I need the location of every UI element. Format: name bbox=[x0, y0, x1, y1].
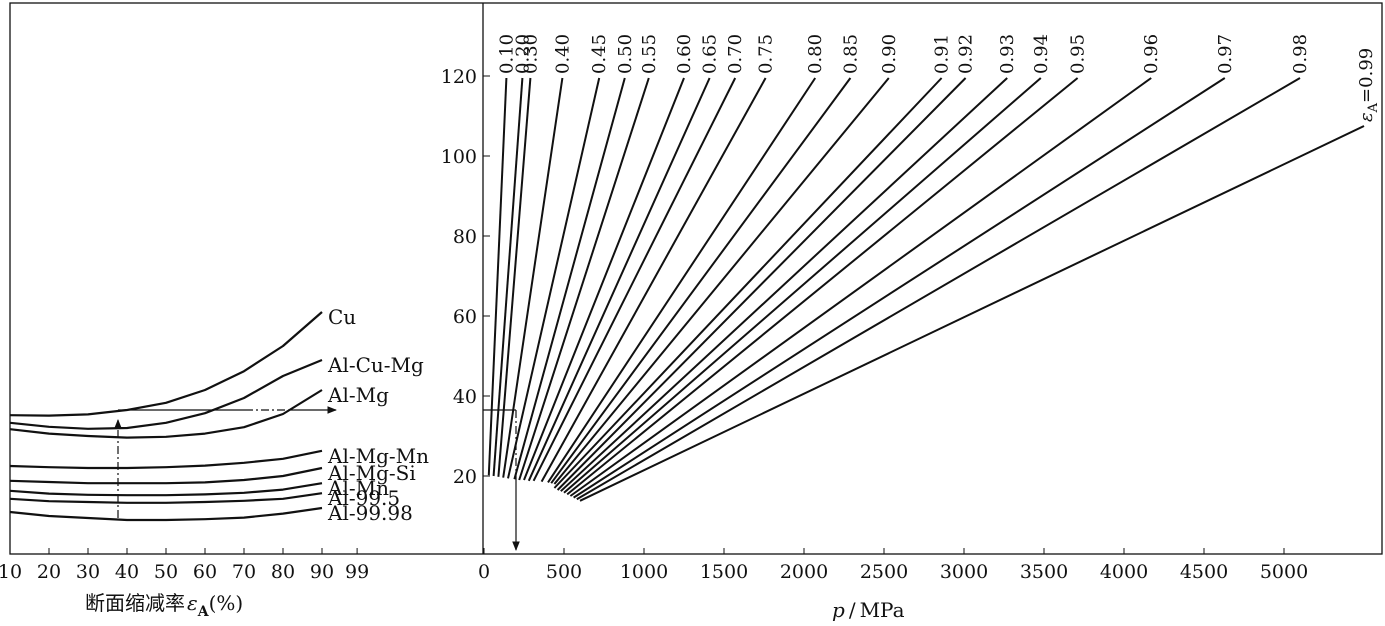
curve-al-mg-mn bbox=[9, 449, 323, 470]
ratio-label-0-94: 0.94 bbox=[1031, 34, 1052, 74]
ratio-line-0-10 bbox=[487, 77, 508, 476]
ratio-label-0-91: 0.91 bbox=[932, 34, 953, 74]
ratio-line-0-95 bbox=[566, 77, 1079, 496]
curve-label-al-cu-mg: Al-Cu-Mg bbox=[327, 353, 424, 377]
left-x-tick-label: 99 bbox=[345, 561, 369, 583]
curve-label-al-mg-si: Al-Mg-Si bbox=[327, 461, 416, 485]
y-tick-label: 80 bbox=[453, 226, 477, 248]
y-tick-label: 120 bbox=[441, 66, 477, 88]
curve-label-al-mn: Al-Mn bbox=[327, 476, 389, 500]
left-x-tick-label: 50 bbox=[154, 561, 178, 583]
ratio-line-0-92 bbox=[556, 77, 967, 491]
ratio-label-0-93: 0.93 bbox=[997, 34, 1018, 74]
curve-label-al-mg-mn: Al-Mg-Mn bbox=[327, 444, 429, 468]
ratio-line-0-70 bbox=[532, 77, 737, 482]
right-x-tick-label: 2500 bbox=[860, 561, 908, 583]
ratio-label-0-80: 0.80 bbox=[805, 34, 826, 74]
left-x-tick-label: 60 bbox=[193, 561, 217, 583]
ratio-line-0-85 bbox=[550, 77, 852, 484]
ratio-line-0-93 bbox=[560, 77, 1008, 492]
axis-ticks: 10 20 30 40 50 60 70 80 90 99 0 500 1000 1500 2000 2500… bbox=[0, 66, 1308, 583]
series-labels: Cu Al-Cu-Mg Al-Mg Al-Mg-MnAl-Mg-SiAl-MnAl-9… bbox=[327, 34, 1381, 525]
curve-label-cu: Cu bbox=[328, 305, 356, 329]
right-x-tick-label: 5000 bbox=[1260, 561, 1308, 583]
curve-al-mn bbox=[9, 482, 323, 497]
left-x-tick-label: 10 bbox=[0, 561, 22, 583]
curve-label-al-99-98: Al-99.98 bbox=[327, 501, 413, 525]
ratio-line-0-65 bbox=[527, 77, 711, 482]
curve-al-mg bbox=[9, 389, 323, 439]
curve-al-cu-mg bbox=[9, 358, 323, 430]
curve-al-99-5 bbox=[9, 492, 323, 504]
left-panel-curves bbox=[9, 311, 323, 522]
ratio-label-0-60: 0.60 bbox=[674, 34, 695, 74]
right-x-tick-label: 2000 bbox=[780, 561, 828, 583]
plot-border bbox=[9, 2, 1383, 555]
ratio-label-0-96: 0.96 bbox=[1141, 34, 1162, 74]
axis-titles: 断面缩减率 εA(%) p / MPa bbox=[85, 591, 905, 622]
ratio-label-0-55: 0.55 bbox=[639, 34, 660, 74]
y-tick-label: 60 bbox=[453, 306, 477, 328]
right-x-tick-label: 1500 bbox=[700, 561, 748, 583]
y-tick-label: 40 bbox=[453, 386, 477, 408]
ratio-line-0-94 bbox=[563, 77, 1042, 494]
ratio-line-0-50 bbox=[513, 77, 626, 480]
left-x-tick-label: 90 bbox=[310, 561, 334, 583]
left-x-axis-title: 断面缩减率 εA(%) bbox=[85, 591, 243, 620]
ratio-label-last: εA=0.99 bbox=[1356, 48, 1381, 122]
ratio-line-0-45 bbox=[507, 77, 601, 479]
curve-label-al-99-5: Al-99.5 bbox=[327, 486, 400, 510]
left-x-tick-label: 40 bbox=[115, 561, 139, 583]
right-x-axis-title: p / MPa bbox=[832, 598, 905, 622]
ratio-label-0-40: 0.40 bbox=[552, 34, 573, 74]
ratio-line-0-75 bbox=[540, 77, 767, 483]
ratio-line-0-55 bbox=[518, 77, 650, 481]
ratio-label-0-20: 0.20 bbox=[512, 34, 533, 74]
ratio-label-0-70: 0.70 bbox=[725, 34, 746, 74]
left-x-tick-label: 30 bbox=[76, 561, 100, 583]
ratio-label-0-65: 0.65 bbox=[700, 34, 721, 74]
ratio-label-0-98: 0.98 bbox=[1290, 34, 1311, 74]
ratio-line-0-99 bbox=[579, 125, 1365, 502]
ratio-label-0-50: 0.50 bbox=[615, 34, 636, 74]
curve-cu bbox=[9, 311, 323, 417]
ratio-label-0-97: 0.97 bbox=[1215, 34, 1236, 74]
curve-label-al-mg: Al-Mg bbox=[327, 383, 389, 407]
reading-guides bbox=[114, 406, 520, 551]
right-x-tick-label: 500 bbox=[546, 561, 582, 583]
right-x-tick-label: 3500 bbox=[1020, 561, 1068, 583]
right-x-tick-label: 3000 bbox=[940, 561, 988, 583]
ratio-line-0-90 bbox=[553, 77, 890, 485]
left-x-tick-label: 80 bbox=[271, 561, 295, 583]
ratio-line-0-40 bbox=[502, 77, 564, 478]
ratio-line-0-60 bbox=[523, 77, 685, 481]
ratio-line-0-97 bbox=[573, 77, 1226, 499]
curve-al-mg-si bbox=[9, 466, 323, 485]
left-x-tick-label: 20 bbox=[37, 561, 61, 583]
chart-frame bbox=[9, 2, 1383, 555]
y-tick-label: 20 bbox=[453, 466, 477, 488]
right-panel-lines bbox=[487, 77, 1365, 502]
ratio-label-0-45: 0.45 bbox=[589, 34, 610, 74]
ratio-line-0-80 bbox=[547, 77, 817, 483]
right-x-tick-label: 1000 bbox=[620, 561, 668, 583]
ratio-label-0-30: 0.30 bbox=[520, 34, 541, 74]
right-x-tick-label: 4500 bbox=[1180, 561, 1228, 583]
ratio-line-0-96 bbox=[569, 77, 1152, 497]
ratio-label-0-75: 0.75 bbox=[756, 34, 777, 74]
ratio-label-0-95: 0.95 bbox=[1068, 34, 1089, 74]
ratio-line-0-91 bbox=[553, 77, 943, 489]
curve-al-99-98 bbox=[9, 506, 323, 522]
ratio-label-0-85: 0.85 bbox=[840, 34, 861, 74]
right-x-tick-label: 0 bbox=[478, 561, 490, 583]
ratio-label-0-92: 0.92 bbox=[956, 34, 977, 74]
left-x-tick-label: 70 bbox=[232, 561, 256, 583]
ratio-line-0-98 bbox=[576, 77, 1301, 501]
ratio-label-0-90: 0.90 bbox=[879, 34, 900, 74]
right-x-tick-label: 4000 bbox=[1100, 561, 1148, 583]
ratio-label-0-10: 0.10 bbox=[496, 34, 517, 74]
y-tick-label: 100 bbox=[441, 146, 477, 168]
